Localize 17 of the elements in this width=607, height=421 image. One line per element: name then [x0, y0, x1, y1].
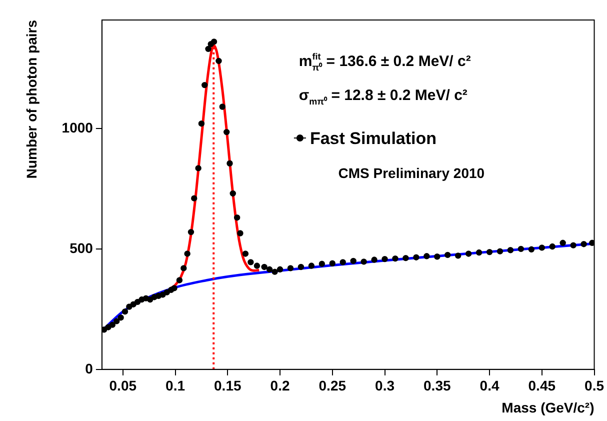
x-tick-label: 0.05 [109, 378, 137, 394]
x-tick-label: 0.25 [318, 378, 346, 394]
x-axis-title: Mass (GeV/c²) [502, 399, 594, 416]
x-tick-label: 0.5 [584, 378, 604, 394]
y-axis-title: Number of photon pairs [23, 20, 40, 179]
y-tick-label: 0 [85, 360, 94, 376]
x-tick-label: 0.2 [270, 378, 290, 394]
x-tick-label: 0.4 [480, 378, 500, 394]
annotation: CMS Preliminary 2010 [338, 165, 485, 181]
x-tick-label: 0.15 [214, 378, 242, 394]
legend-label: Fast Simulation [310, 129, 437, 148]
x-tick-label: 0.35 [424, 378, 451, 394]
x-tick-label: 0.1 [166, 378, 186, 394]
x-tick-label: 0.45 [528, 378, 556, 394]
y-tick-label: 500 [70, 240, 94, 256]
x-tick-label: 0.3 [375, 378, 395, 394]
y-tick-label: 1000 [62, 119, 94, 136]
